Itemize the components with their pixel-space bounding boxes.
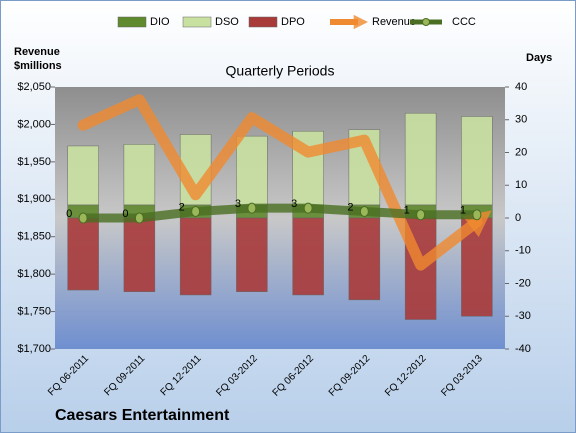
y2-tick-label: 20 <box>515 146 527 158</box>
legend-label: DIO <box>150 16 170 28</box>
legend-swatch <box>248 16 278 28</box>
legend-label: CCC <box>452 16 476 28</box>
y2-tick-label: -30 <box>515 310 531 322</box>
ccc-marker <box>191 205 201 217</box>
bar <box>461 116 493 206</box>
ccc-marker <box>303 202 313 214</box>
ccc-label: 0 <box>66 208 72 220</box>
revenue-line <box>77 94 492 271</box>
bar <box>67 217 99 291</box>
y-tick-label: $1,900 <box>17 193 51 205</box>
bar <box>404 112 437 206</box>
ccc-label: 2 <box>347 201 353 213</box>
y2-axis-title: Days <box>526 52 552 64</box>
legend-swatch <box>422 18 430 26</box>
y2-tick-label: -40 <box>515 343 531 355</box>
bar <box>179 217 212 296</box>
y2-tick-label: 40 <box>515 81 527 93</box>
ccc-label: 1 <box>404 205 410 217</box>
ccc-label: 1 <box>460 205 466 217</box>
legend-label: DSO <box>215 16 239 28</box>
ccc-marker <box>472 209 482 221</box>
y2-tick-label: -20 <box>515 277 531 289</box>
y2-tick-label: -10 <box>515 245 531 257</box>
ccc-line <box>83 203 477 223</box>
legend-swatch <box>117 16 147 28</box>
ccc-label: 3 <box>235 198 241 210</box>
legend-label: DPO <box>281 16 305 28</box>
legend-label: Revenue <box>372 16 416 28</box>
bar <box>123 144 156 206</box>
ccc-label: 0 <box>122 208 128 220</box>
ccc-marker <box>416 209 426 221</box>
bar <box>236 135 268 206</box>
y-tick-label: $1,950 <box>17 156 51 168</box>
legend-swatch <box>182 16 212 28</box>
y-axis-title: Revenue $millions <box>14 46 62 72</box>
bar <box>67 145 99 206</box>
bar <box>292 217 324 296</box>
ccc-marker <box>359 205 369 217</box>
y-tick-label: $1,850 <box>17 231 51 243</box>
y-tick-label: $2,050 <box>17 81 51 93</box>
bar <box>348 217 381 301</box>
y-tick-label: $1,750 <box>17 305 51 317</box>
y-tick-label: $2,000 <box>17 118 51 130</box>
company-name: Caesars Entertainment <box>55 407 230 424</box>
bar <box>236 217 268 292</box>
y-tick-label: $1,800 <box>17 268 51 280</box>
ccc-label: 2 <box>179 201 185 213</box>
y2-tick-label: 30 <box>515 114 527 126</box>
ccc-marker <box>247 202 257 214</box>
ccc-marker <box>78 212 88 224</box>
chart-title: Quarterly Periods <box>226 63 335 79</box>
ccc-label: 3 <box>291 198 297 210</box>
bar <box>123 217 156 292</box>
y2-tick-label: 10 <box>515 179 527 191</box>
y-tick-label: $1,700 <box>17 343 51 355</box>
bar <box>292 130 324 206</box>
ccc-marker <box>134 212 144 224</box>
y2-tick-label: 0 <box>515 212 521 224</box>
